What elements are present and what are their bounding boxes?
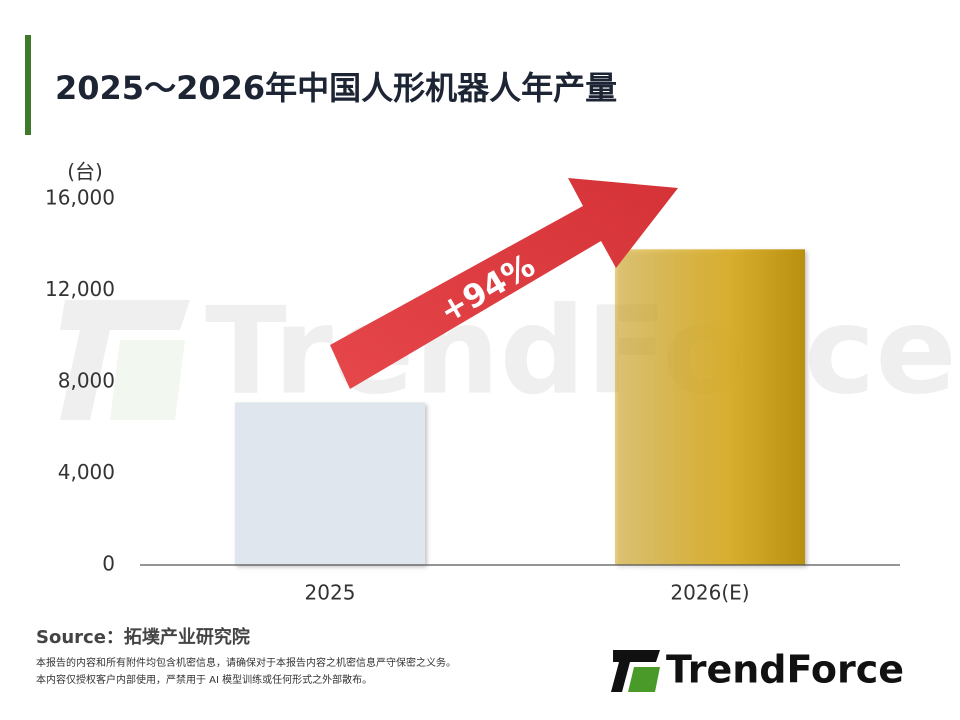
- y-tick-label: 12,000: [45, 277, 115, 301]
- bar: [235, 402, 425, 565]
- y-tick-label: 0: [102, 552, 115, 576]
- logo: TrendForce: [611, 648, 904, 692]
- y-axis-unit: (台): [67, 160, 103, 184]
- watermark: TrendForce: [60, 283, 957, 422]
- y-tick-label: 4,000: [58, 460, 115, 484]
- source: Source：拓墣产业研究院: [36, 626, 250, 648]
- x-tick-label: 2026(E): [670, 581, 749, 605]
- y-tick-label: 8,000: [58, 369, 115, 393]
- watermark-text: TrendForce: [205, 283, 957, 422]
- x-tick-label: 2025: [305, 581, 356, 605]
- bar: [615, 249, 805, 565]
- note: 本内容仅授权客户内部使用，严禁用于 AI 模型训练或任何形式之外部散布。: [36, 673, 372, 686]
- title-accent: [25, 35, 31, 135]
- note: 本报告的内容和所有附件均包含机密信息，请确保对于本报告内容之机密信息严守保密之义…: [36, 656, 456, 669]
- logo-text: TrendForce: [666, 648, 904, 692]
- chart-title: 2025～2026年中国人形机器人年产量: [55, 69, 617, 107]
- y-tick-label: 16,000: [45, 186, 115, 210]
